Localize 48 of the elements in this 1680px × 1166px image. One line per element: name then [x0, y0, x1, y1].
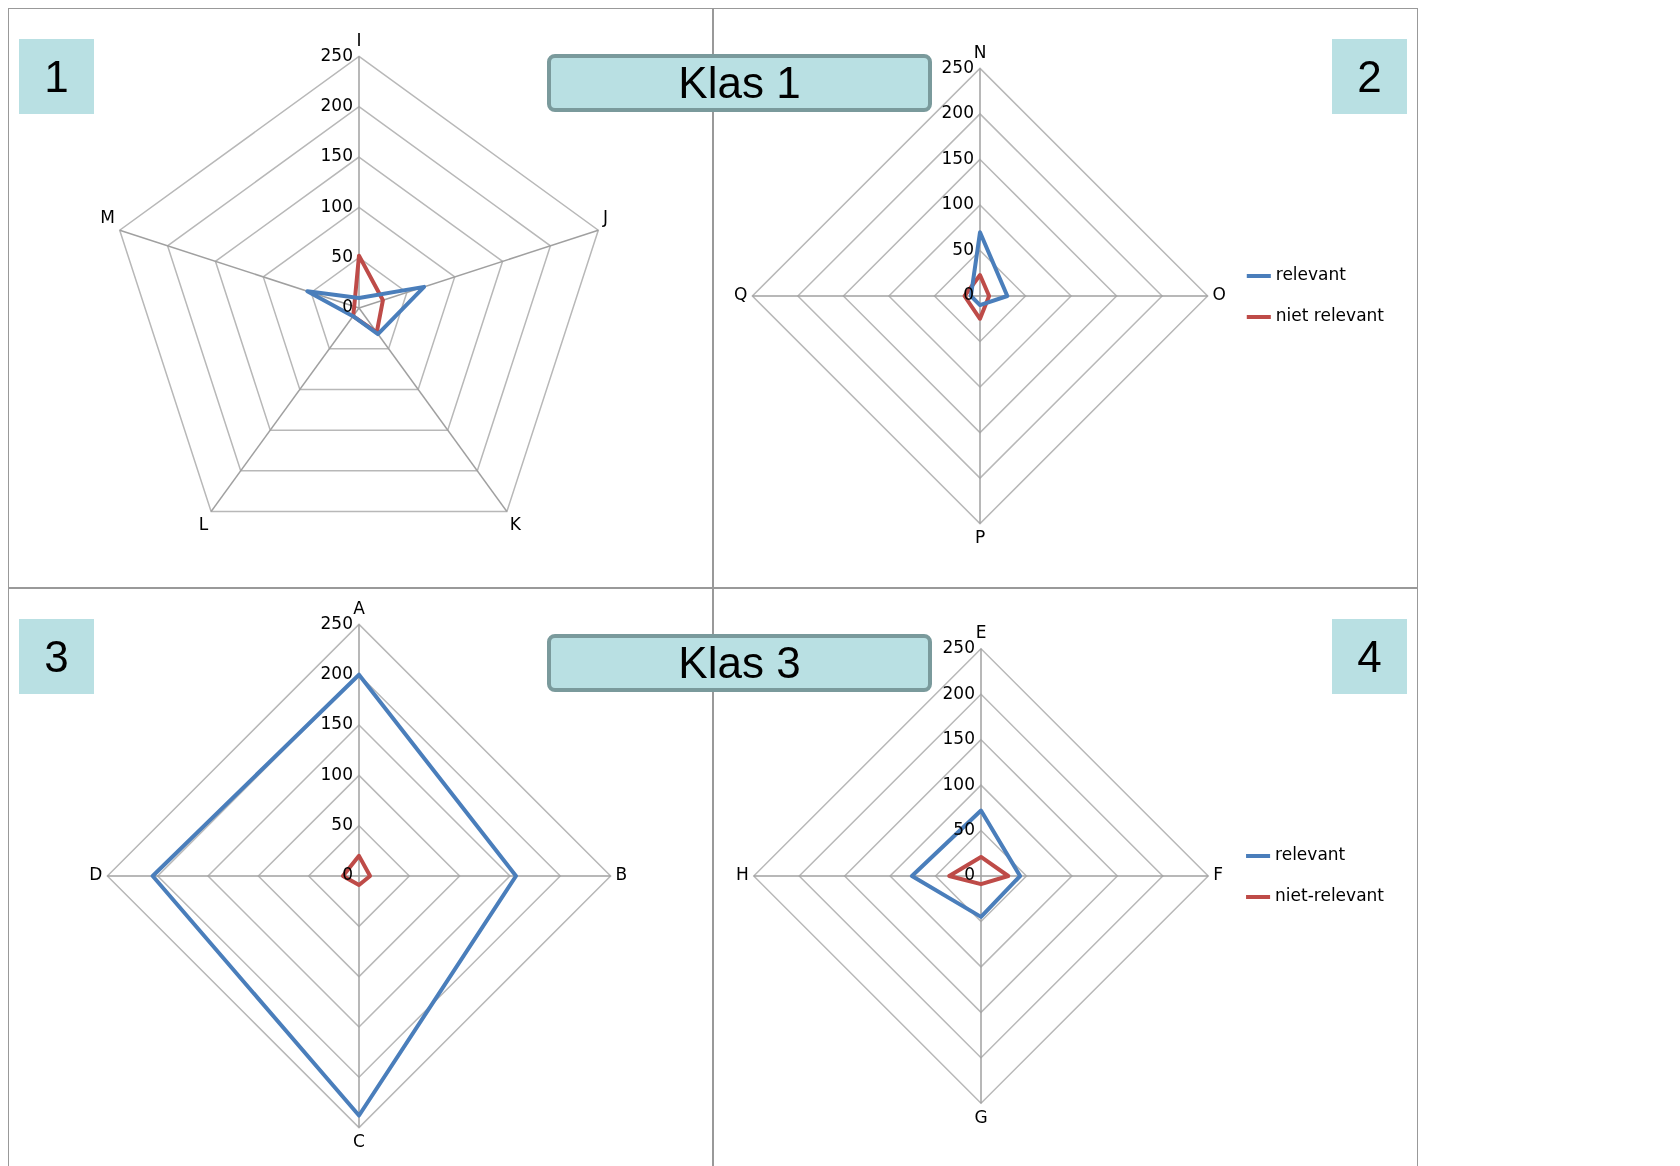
y-tick-label: 200 [320, 95, 353, 116]
spoke-label: D [89, 864, 103, 885]
y-tick-label: 100 [320, 763, 353, 784]
spoke-label: O [1212, 284, 1227, 305]
y-tick-label: 100 [941, 193, 974, 214]
spoke-label: F [1213, 864, 1223, 885]
spoke-label: J [602, 206, 609, 227]
y-tick-label: 50 [952, 238, 974, 259]
y-tick-label: 100 [942, 773, 975, 794]
y-tick-label: 200 [320, 663, 353, 684]
y-tick-label: 150 [320, 145, 353, 166]
chart-title: 1 [19, 39, 94, 114]
spoke-label: H [735, 864, 749, 885]
text: 3 [19, 619, 94, 694]
chart-title: 2 [1332, 39, 1407, 114]
legend-label: relevant [1275, 844, 1346, 865]
y-tick-label: 150 [320, 713, 353, 734]
legend-label: relevant [1275, 264, 1347, 285]
spoke-label: A [353, 597, 366, 618]
spoke-label: M [100, 206, 115, 227]
y-tick-label: 250 [941, 56, 974, 77]
spoke-label: I [356, 29, 362, 50]
text: Klas 3 [547, 634, 932, 692]
text: Klas 1 [547, 54, 932, 112]
chart-title: 4 [1332, 619, 1407, 694]
spoke-label: Q [733, 284, 748, 305]
legend-label: niet relevant [1275, 305, 1385, 326]
spoke-label: B [615, 864, 628, 885]
spoke-label: P [974, 527, 986, 548]
legend-label: niet-relevant [1275, 885, 1385, 906]
spoke-label: E [975, 622, 987, 643]
y-tick-label: 0 [342, 296, 353, 317]
spoke-label: G [974, 1106, 988, 1127]
y-tick-label: 250 [942, 637, 975, 658]
y-tick-label: 200 [942, 682, 975, 703]
y-tick-label: 250 [320, 612, 353, 633]
spoke-label: C [353, 1131, 365, 1152]
y-tick-label: 250 [320, 44, 353, 65]
y-tick-label: 50 [331, 814, 353, 835]
y-tick-label: 150 [941, 147, 974, 168]
spoke-label: L [198, 514, 209, 535]
y-tick-label: 150 [942, 728, 975, 749]
spoke-label: N [973, 41, 987, 62]
y-tick-label: 0 [964, 864, 975, 885]
y-tick-label: 200 [941, 102, 974, 123]
y-tick-label: 50 [331, 246, 353, 267]
spoke-label: K [509, 514, 522, 535]
y-tick-label: 100 [320, 195, 353, 216]
